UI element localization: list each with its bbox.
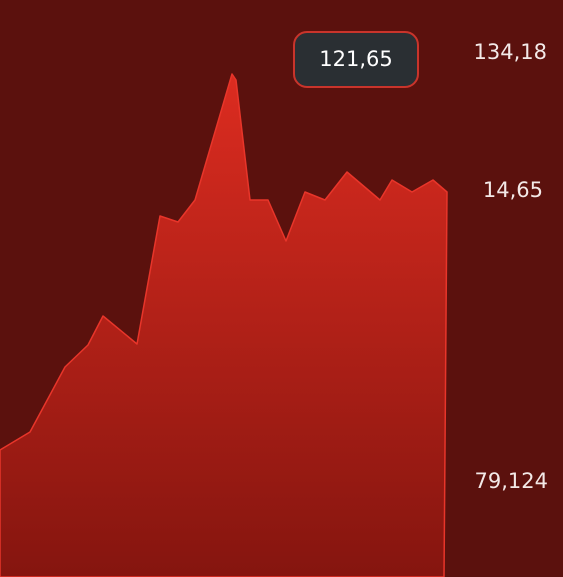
price-area bbox=[0, 73, 448, 577]
tooltip-label: 121,65 bbox=[319, 47, 392, 71]
axis-label: 134,18 bbox=[474, 40, 547, 64]
axis-label: 79,124 bbox=[475, 469, 548, 493]
axis-label: 14,65 bbox=[483, 178, 543, 202]
tooltip-box bbox=[293, 31, 419, 88]
